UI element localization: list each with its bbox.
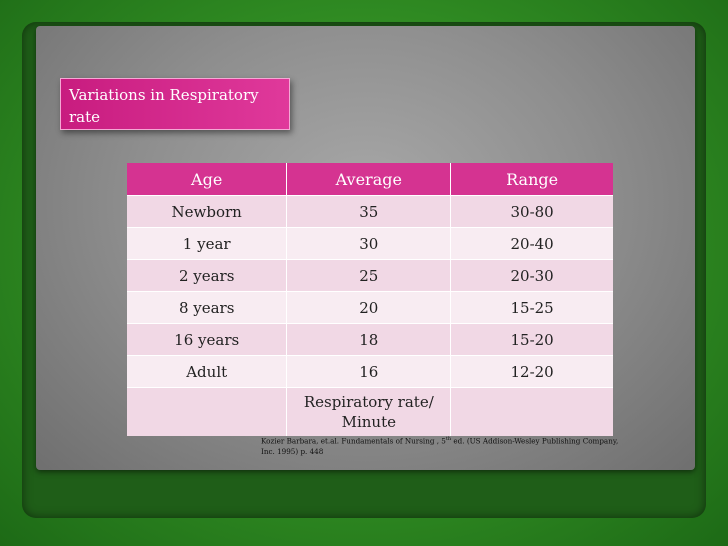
table-row: Adult 16 12-20 (127, 355, 613, 387)
cell-range: 15-25 (451, 291, 613, 323)
citation-text-end: ed. (US Addison-Wesley Publishing Compan… (261, 436, 619, 457)
table-row: Newborn 35 30-80 (127, 195, 613, 227)
cell-age: Adult (127, 355, 288, 387)
cell-average: 35 (287, 195, 452, 227)
citation-text: Kozier Barbara, et.al. Fundamentals of N… (261, 436, 446, 446)
table-row: 8 years 20 15-25 (127, 291, 613, 323)
cell-range: 12-20 (451, 355, 613, 387)
cell-range: 15-20 (451, 323, 613, 355)
cell-range: 20-40 (451, 227, 613, 259)
cell-average: 25 (287, 259, 452, 291)
cell-age: 2 years (127, 259, 288, 291)
table-row: 1 year 30 20-40 (127, 227, 613, 259)
table-row: 2 years 25 20-30 (127, 259, 613, 291)
cell-range: 20-30 (451, 259, 613, 291)
cell-age: 16 years (127, 323, 288, 355)
header-range: Range (451, 163, 613, 195)
table-header-row: Age Average Range (127, 163, 613, 195)
footer-cell-empty (127, 387, 288, 436)
header-age: Age (127, 163, 288, 195)
respiratory-rate-table: Age Average Range Newborn 35 30-80 1 yea… (127, 163, 613, 436)
footer-cell-unit: Respiratory rate/ Minute (287, 387, 452, 436)
cell-age: 1 year (127, 227, 288, 259)
cell-average: 20 (287, 291, 452, 323)
citation: Kozier Barbara, et.al. Fundamentals of N… (261, 434, 621, 457)
cell-average: 18 (287, 323, 452, 355)
header-average: Average (287, 163, 452, 195)
cell-average: 30 (287, 227, 452, 259)
cell-average: 16 (287, 355, 452, 387)
table-row: 16 years 18 15-20 (127, 323, 613, 355)
citation-superscript: th (445, 436, 452, 442)
cell-age: Newborn (127, 195, 288, 227)
footer-cell-empty (451, 387, 613, 436)
table-footer-row: Respiratory rate/ Minute (127, 387, 613, 436)
cell-age: 8 years (127, 291, 288, 323)
cell-range: 30-80 (451, 195, 613, 227)
slide-title: Variations in Respiratory rate (60, 78, 290, 130)
